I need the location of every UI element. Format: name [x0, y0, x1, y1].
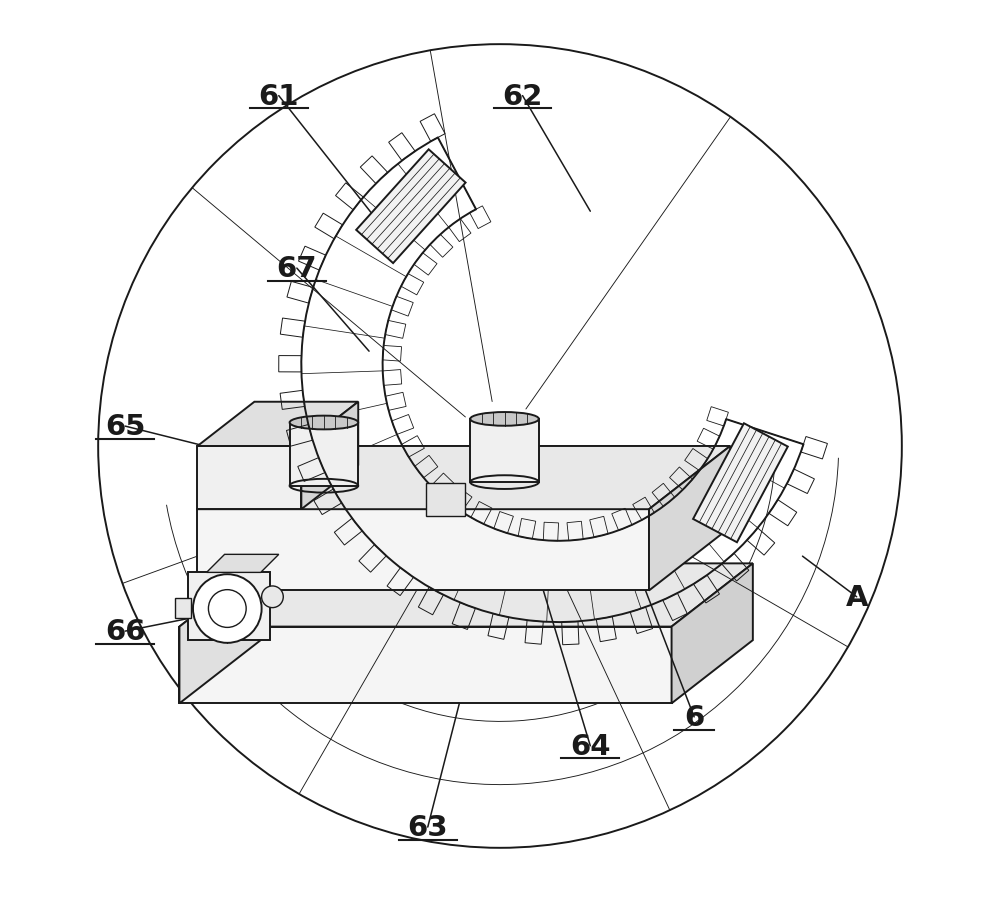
Circle shape — [262, 586, 283, 608]
Text: 64: 64 — [570, 732, 611, 760]
Polygon shape — [179, 564, 261, 704]
Polygon shape — [470, 419, 539, 483]
Polygon shape — [356, 150, 466, 263]
Text: 6: 6 — [684, 703, 704, 732]
Polygon shape — [290, 423, 358, 486]
Text: 61: 61 — [259, 82, 299, 111]
Text: 63: 63 — [407, 813, 448, 842]
Text: A: A — [845, 583, 868, 612]
Text: 67: 67 — [277, 254, 317, 283]
Polygon shape — [179, 564, 753, 627]
Text: 66: 66 — [105, 617, 146, 646]
Polygon shape — [197, 510, 649, 591]
Polygon shape — [693, 424, 788, 543]
Polygon shape — [672, 564, 753, 704]
Polygon shape — [197, 402, 358, 446]
Text: 62: 62 — [502, 82, 543, 111]
Polygon shape — [649, 446, 730, 591]
Polygon shape — [197, 446, 301, 510]
Polygon shape — [188, 573, 270, 640]
Polygon shape — [207, 555, 279, 573]
Ellipse shape — [470, 412, 539, 427]
Polygon shape — [426, 483, 465, 516]
Polygon shape — [175, 598, 191, 618]
Polygon shape — [301, 402, 358, 510]
Circle shape — [193, 575, 262, 643]
Polygon shape — [197, 446, 730, 510]
Text: 65: 65 — [105, 412, 145, 441]
Ellipse shape — [290, 416, 358, 430]
Polygon shape — [179, 627, 672, 704]
